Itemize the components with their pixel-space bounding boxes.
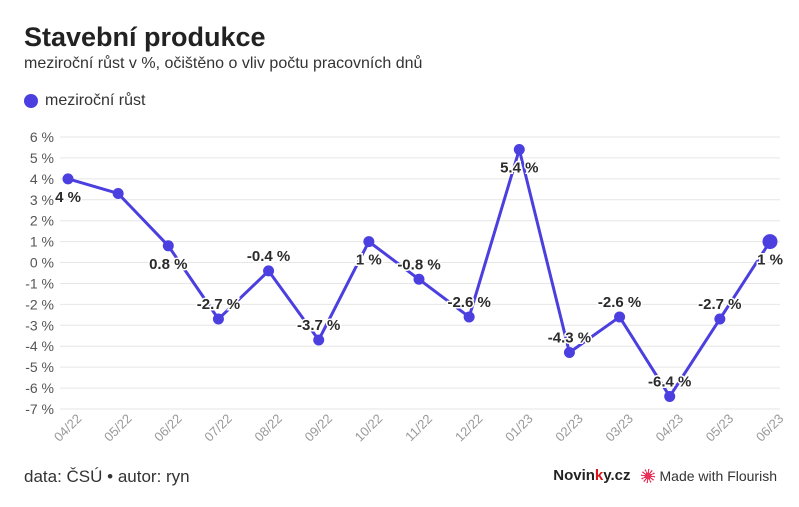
data-point [363, 236, 375, 248]
data-label: 4 % [55, 189, 81, 206]
data-point [413, 273, 425, 285]
x-tick-label: 04/22 [51, 411, 85, 445]
y-tick-label: 3 % [30, 192, 54, 208]
novinky-logo[interactable]: Novinky.cz [553, 467, 631, 484]
data-point [563, 347, 575, 359]
data-point [162, 240, 174, 252]
legend-swatch [24, 94, 38, 108]
data-label: -2.7 % [197, 296, 240, 313]
x-tick-label: 05/23 [703, 411, 737, 445]
y-tick-label: 4 % [30, 171, 54, 187]
flourish-label: Made with Flourish [659, 467, 778, 484]
y-tick-label: 5 % [30, 150, 54, 166]
data-label: -6.4 % [648, 373, 691, 390]
data-label: -0.8 % [397, 256, 440, 273]
y-tick-label: -7 % [25, 401, 54, 417]
x-tick-label: 02/23 [552, 411, 586, 445]
data-label: 1 % [757, 252, 783, 269]
data-point [212, 313, 224, 325]
y-tick-label: -4 % [25, 338, 54, 354]
data-point [313, 334, 325, 346]
x-tick-label: 05/22 [101, 411, 135, 445]
data-point [513, 144, 525, 156]
y-tick-label: -2 % [25, 296, 54, 312]
flourish-icon [640, 468, 655, 483]
y-tick-label: 2 % [30, 213, 54, 229]
data-label: -2.6 % [447, 294, 490, 311]
y-tick-label: 6 % [30, 129, 54, 145]
data-label: -2.6 % [598, 294, 641, 311]
data-label: 5.4 % [500, 160, 538, 177]
data-label: 0.8 % [149, 256, 187, 273]
y-tick-label: -6 % [25, 380, 54, 396]
x-tick-label: 12/22 [452, 411, 486, 445]
chart-title: Stavební produkce [24, 22, 266, 52]
y-tick-label: 1 % [30, 234, 54, 250]
data-point [263, 265, 275, 277]
footer-branding: Novinky.cz Made with Flourish [553, 467, 777, 484]
data-point [762, 234, 778, 250]
y-tick-label: -3 % [25, 317, 54, 333]
data-point [664, 390, 676, 402]
x-tick-label: 03/23 [602, 411, 636, 445]
y-tick-label: 0 % [30, 255, 54, 271]
data-point [112, 187, 124, 199]
x-tick-label: 06/23 [753, 411, 787, 445]
y-tick-label: -5 % [25, 359, 54, 375]
y-tick-label: -1 % [25, 275, 54, 291]
data-label: 1 % [356, 252, 382, 269]
x-tick-label: 09/22 [302, 411, 336, 445]
data-label: -2.7 % [698, 296, 741, 313]
x-tick-label: 04/23 [653, 411, 687, 445]
x-tick-label: 07/22 [201, 411, 235, 445]
data-label: -3.7 % [297, 317, 340, 334]
data-label: -0.4 % [247, 248, 290, 265]
data-point [714, 313, 726, 325]
data-source-credit: data: ČSÚ • autor: ryn [24, 467, 190, 486]
legend[interactable]: meziroční růst [24, 92, 145, 110]
chart-subtitle: meziroční růst v %, očištěno o vliv počt… [24, 55, 423, 72]
legend-label: meziroční růst [45, 92, 146, 109]
data-point [62, 173, 74, 185]
x-tick-label: 01/23 [502, 411, 536, 445]
x-tick-label: 10/22 [352, 411, 386, 445]
x-tick-label: 11/22 [402, 411, 435, 444]
data-point [614, 311, 626, 323]
data-label: -4.3 % [548, 330, 591, 347]
flourish-credit[interactable]: Made with Flourish [640, 467, 778, 484]
x-tick-label: 06/22 [151, 411, 185, 445]
data-point [463, 311, 475, 323]
x-tick-label: 08/22 [251, 411, 285, 445]
